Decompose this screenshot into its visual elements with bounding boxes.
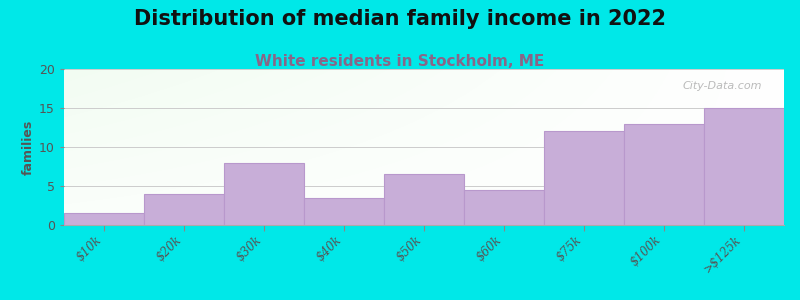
Text: City-Data.com: City-Data.com: [683, 82, 762, 92]
Bar: [304, 198, 384, 225]
Bar: [704, 108, 784, 225]
Text: White residents in Stockholm, ME: White residents in Stockholm, ME: [255, 54, 545, 69]
Bar: [384, 174, 464, 225]
Bar: [624, 124, 704, 225]
Y-axis label: families: families: [22, 119, 35, 175]
Bar: [144, 194, 224, 225]
Text: Distribution of median family income in 2022: Distribution of median family income in …: [134, 9, 666, 29]
Bar: [544, 131, 624, 225]
Bar: [464, 190, 544, 225]
Bar: [64, 213, 144, 225]
Bar: [224, 163, 304, 225]
